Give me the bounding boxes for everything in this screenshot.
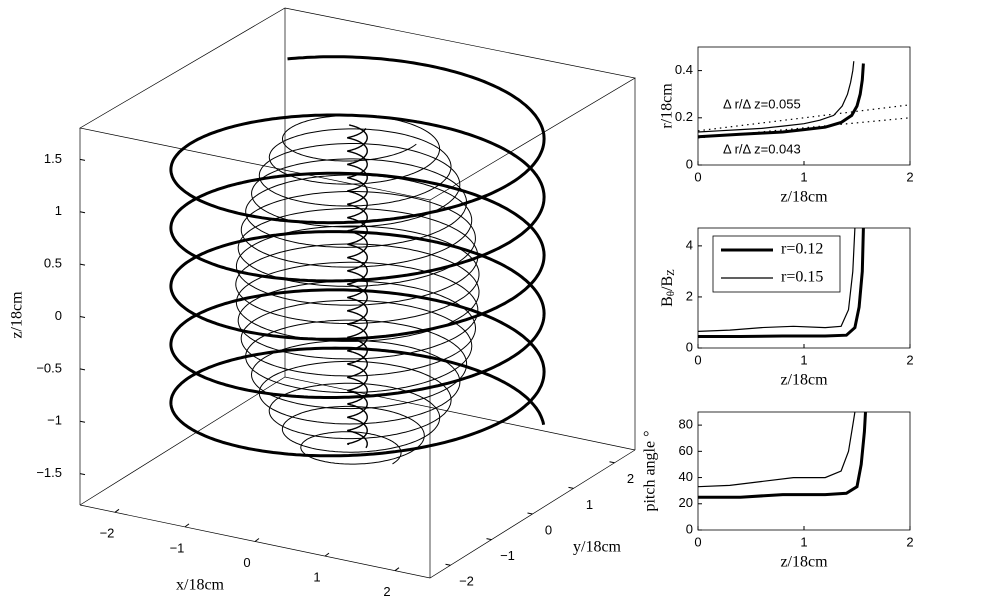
y-tick [568, 486, 574, 489]
y-axis-label: Bθ/BZ [659, 269, 677, 307]
box-bottom-back [79, 376, 636, 506]
z-tick [79, 473, 86, 476]
y-tick-label: 0 [686, 156, 693, 171]
trajectory [169, 55, 546, 458]
y-tick-label: 80 [679, 417, 693, 432]
x-tick-label: −1 [170, 540, 185, 555]
x-tick-label: 1 [313, 570, 320, 585]
y-tick-label: 20 [679, 495, 693, 510]
trajectory [347, 124, 368, 445]
z-tick-label: −0.5 [36, 360, 62, 375]
x-tick [324, 552, 330, 557]
y-tick-label: −1 [500, 548, 515, 563]
z-tick [79, 420, 86, 423]
box-3d [79, 7, 636, 579]
annotation: Δ r/Δ z=0.043 [723, 141, 801, 156]
z-axis-label: z/18cm [9, 291, 26, 339]
x-axis-label: z/18cm [780, 554, 828, 571]
y-tick-label: 0.4 [675, 62, 693, 77]
z-tick-label: −1.5 [36, 465, 62, 480]
y-axis-label: y/18cm [573, 539, 622, 556]
z-tick [79, 211, 86, 214]
x-tick-label: 0 [694, 534, 701, 549]
x-axis-label: z/18cm [780, 189, 828, 206]
x-tick-label: 1 [800, 352, 807, 367]
x-tick [254, 538, 260, 542]
x-axis-label: z/18cm [780, 372, 828, 389]
y-axis-label: r/18cm [659, 83, 676, 129]
x-tick-label: −2 [100, 526, 115, 541]
legend-label: r=0.12 [781, 241, 823, 258]
box-top [79, 7, 636, 201]
y-tick [445, 563, 451, 566]
legend-label: r=0.15 [781, 269, 823, 286]
y-tick-label: −2 [459, 574, 474, 589]
series-line [698, 61, 855, 133]
x-tick-label: 2 [906, 352, 913, 367]
series-line [698, 412, 867, 499]
z-tick-label: 0 [55, 308, 62, 323]
y-tick-label: 2 [686, 288, 693, 303]
x-tick [114, 508, 120, 513]
y-tick-label: 0 [545, 522, 552, 537]
x-tick [184, 523, 190, 528]
box-bottom [79, 449, 636, 579]
y-tick-label: 60 [679, 443, 693, 458]
y-axis-label-part: Z [665, 269, 677, 276]
z-tick [79, 263, 86, 266]
y-tick-label: 1 [586, 497, 593, 512]
y-tick-label: 0 [686, 339, 693, 354]
y-axis-label: pitch angle ° [642, 430, 659, 511]
z-tick-label: 0.5 [44, 256, 62, 271]
legend-box [712, 235, 841, 293]
y-tick-label: 0.2 [675, 109, 693, 124]
z-tick [79, 316, 86, 318]
y-tick [486, 538, 492, 541]
series-line [698, 117, 910, 139]
z-tick-label: 1.5 [44, 151, 62, 166]
axes-box [697, 411, 911, 531]
x-tick-label: 0 [243, 555, 250, 570]
x-tick-label: 1 [800, 169, 807, 184]
trajectory [235, 114, 480, 465]
x-tick-label: 1 [800, 534, 807, 549]
x-tick-label: 0 [694, 169, 701, 184]
y-tick-label: 40 [679, 469, 693, 484]
x-tick-label: 2 [906, 534, 913, 549]
z-tick-label: −1 [47, 413, 62, 428]
x-tick-label: 2 [383, 584, 390, 599]
trajectory [347, 127, 368, 449]
y-tick [609, 461, 615, 464]
y-axis-label-part: /B [659, 276, 676, 291]
y-tick-label: 0 [686, 521, 693, 536]
y-axis-label-part: B [659, 296, 676, 307]
series-line [698, 63, 865, 139]
series-line [698, 228, 865, 338]
x-tick-label: 0 [694, 352, 701, 367]
z-tick [79, 158, 86, 161]
x-axis-label: x/18cm [176, 577, 225, 594]
series-line [698, 412, 856, 488]
y-tick-label: 4 [686, 237, 693, 252]
series-line [698, 228, 856, 332]
annotation: Δ r/Δ z=0.055 [723, 96, 801, 111]
y-tick-label: 2 [627, 471, 634, 486]
y-axis-label-part: θ [665, 291, 677, 296]
z-tick [79, 368, 86, 371]
x-tick-label: 2 [906, 169, 913, 184]
z-tick-label: 1 [55, 203, 62, 218]
x-tick [394, 567, 400, 572]
y-tick [527, 512, 533, 515]
